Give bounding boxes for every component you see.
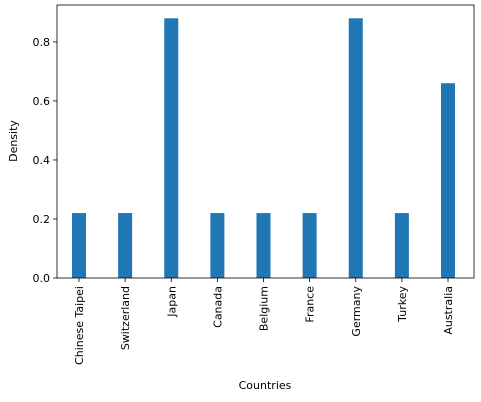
- bar: [72, 213, 86, 278]
- y-tick-label: 0.4: [33, 154, 51, 167]
- bar: [441, 83, 455, 278]
- plot-frame: [56, 4, 475, 279]
- bar: [210, 213, 225, 278]
- x-axis-label: Countries: [239, 379, 292, 392]
- bar: [394, 213, 409, 278]
- x-tick-label: France: [304, 286, 317, 323]
- x-tick-label: Turkey: [396, 286, 409, 323]
- bar: [164, 18, 179, 279]
- x-tick-label: Switzerland: [119, 286, 132, 350]
- y-axis-label: Density: [7, 120, 20, 162]
- bar: [348, 18, 363, 279]
- y-tick-label: 0.6: [33, 95, 51, 108]
- y-tick-label: 0.8: [33, 36, 51, 49]
- x-tick-label: Japan: [165, 286, 178, 318]
- x-tick-label: Germany: [350, 286, 363, 337]
- bar: [302, 213, 317, 278]
- bar: [256, 213, 271, 278]
- y-tick-label: 0.0: [33, 272, 51, 285]
- x-tick-label: Belgium: [258, 286, 271, 331]
- y-tick-label: 0.2: [33, 213, 51, 226]
- x-tick-label: Canada: [211, 286, 224, 328]
- bar: [118, 213, 133, 278]
- x-tick-label: Australia: [442, 286, 455, 335]
- x-tick-label: Chinese Taipei: [73, 286, 86, 365]
